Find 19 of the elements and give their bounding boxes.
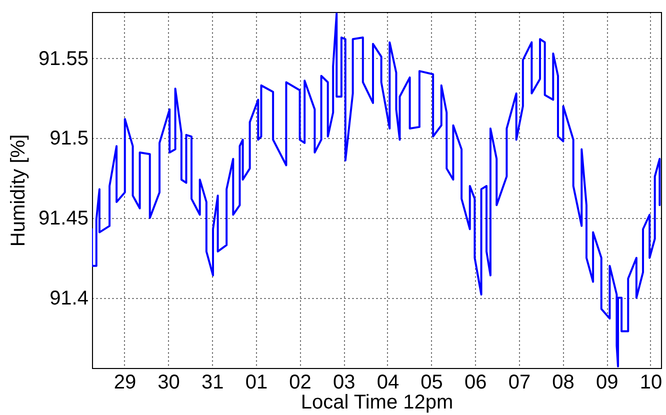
y-tick-label: 91.45 (38, 207, 88, 230)
y-tick-label: 91.55 (38, 48, 88, 70)
x-tick-label: 04 (376, 372, 400, 394)
y-tick-label: 91.4 (50, 287, 88, 310)
x-tick-label: 29 (114, 372, 136, 394)
x-tick-label: 07 (508, 372, 531, 394)
x-axis-title: Local Time 12pm (300, 392, 454, 414)
x-tick-label: 09 (596, 372, 618, 394)
x-tick-label: 06 (464, 372, 487, 394)
x-tick-label: 05 (420, 372, 443, 394)
x-tick-label: 02 (289, 372, 312, 394)
x-tick-label: 03 (333, 372, 356, 394)
y-tick-label: 91.5 (50, 128, 88, 150)
x-tick-label: 30 (158, 372, 180, 394)
x-tick-label: 01 (245, 372, 268, 394)
x-tick-label: 31 (201, 372, 224, 394)
x-tick-label: 08 (552, 372, 574, 394)
y-axis-title: Humidity [%] (7, 134, 30, 247)
x-tick-label: 10 (640, 372, 662, 394)
